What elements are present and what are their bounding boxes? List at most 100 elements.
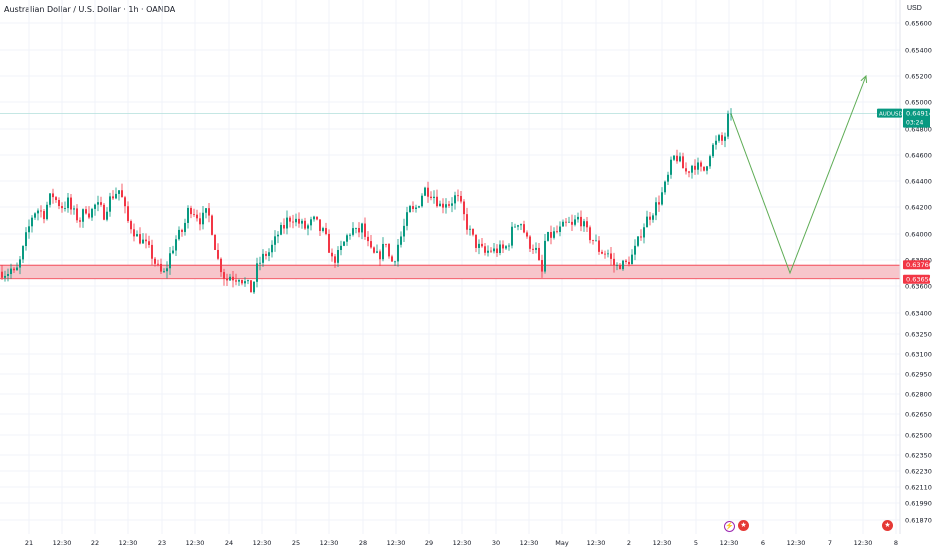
candle-body bbox=[55, 197, 57, 201]
candle-body bbox=[595, 240, 597, 242]
price-tick-label: 0.63400 bbox=[905, 310, 932, 318]
candle-body bbox=[364, 223, 366, 237]
time-tick-label: 8 bbox=[894, 539, 898, 547]
candle-body bbox=[319, 219, 321, 231]
candle-body bbox=[106, 211, 108, 220]
us-flag-event-icon-2[interactable]: ★ bbox=[882, 520, 893, 531]
candle-body bbox=[31, 217, 33, 227]
time-axis[interactable]: 21 12:30 22 12:30 23 12:30 24 12:30 25 12:30 28 12:… bbox=[25, 539, 898, 547]
candle-body bbox=[343, 241, 345, 246]
candle-body bbox=[439, 203, 441, 207]
candle-body bbox=[718, 135, 720, 141]
candle-body bbox=[154, 258, 156, 264]
candle-body bbox=[355, 227, 357, 229]
candle-body bbox=[505, 246, 507, 249]
candle-body bbox=[268, 252, 270, 256]
dividend-event-icon[interactable]: ⚡ bbox=[724, 521, 735, 532]
projection-arrow[interactable] bbox=[730, 74, 868, 275]
candle-body bbox=[379, 251, 381, 260]
candle-body bbox=[163, 271, 165, 273]
candle-body bbox=[487, 250, 489, 253]
us-flag-event-icon[interactable]: ★ bbox=[738, 520, 749, 531]
candle-body bbox=[73, 208, 75, 210]
candle-body bbox=[721, 135, 723, 141]
candle-body bbox=[259, 262, 261, 264]
candle-body bbox=[34, 213, 36, 218]
candle-body bbox=[430, 196, 432, 199]
time-tick-label: 12:30 bbox=[387, 539, 406, 547]
price-tick-label: 0.61870 bbox=[905, 517, 932, 525]
price-badges: AUDUSD 0.64914 03:24 0.63760 0.63656 bbox=[877, 108, 932, 284]
candle-body bbox=[358, 227, 360, 233]
zone-bottom-label: 0.63656 bbox=[906, 276, 932, 284]
time-tick-label: 12:30 bbox=[253, 539, 272, 547]
candle-body bbox=[613, 258, 615, 266]
candle-body bbox=[427, 187, 429, 197]
candle-body bbox=[406, 212, 408, 226]
candle-body bbox=[193, 214, 195, 215]
candle-body bbox=[475, 234, 477, 248]
candle-body bbox=[202, 212, 204, 225]
candle-body bbox=[139, 234, 141, 244]
candle-body bbox=[691, 165, 693, 173]
time-tick-label: 6 bbox=[761, 539, 765, 547]
candle-body bbox=[580, 216, 582, 227]
time-tick-label: 12:30 bbox=[520, 539, 539, 547]
candle-body bbox=[37, 210, 39, 214]
price-tick-label: 0.65000 bbox=[905, 99, 932, 107]
candle-body bbox=[526, 232, 528, 237]
time-tick-label: 12:30 bbox=[119, 539, 138, 547]
bar-countdown: 03:24 bbox=[906, 120, 923, 127]
candle-body bbox=[208, 208, 210, 216]
candle-body bbox=[676, 155, 678, 162]
candle-body bbox=[223, 272, 225, 279]
candle-body bbox=[568, 221, 570, 223]
candle-body bbox=[307, 225, 309, 229]
candle-body bbox=[649, 216, 651, 220]
candle-body bbox=[112, 196, 114, 199]
candle-body bbox=[610, 253, 612, 259]
candle-body bbox=[619, 265, 621, 270]
candle-body bbox=[709, 156, 711, 167]
candle-body bbox=[622, 260, 624, 270]
candle-body bbox=[301, 220, 303, 224]
candle-body bbox=[4, 275, 6, 278]
grid-lines bbox=[0, 0, 900, 534]
candle-body bbox=[40, 210, 42, 212]
price-tick-label: 0.65400 bbox=[905, 47, 932, 55]
candle-body bbox=[472, 228, 474, 235]
candle-body bbox=[178, 229, 180, 240]
candle-body bbox=[607, 253, 609, 255]
candle-body bbox=[67, 197, 69, 209]
candle-body bbox=[331, 252, 333, 257]
support-zone[interactable] bbox=[0, 264, 900, 280]
candle-body bbox=[391, 256, 393, 262]
candle-body bbox=[484, 246, 486, 253]
candle-body bbox=[565, 221, 567, 223]
candle-body bbox=[499, 244, 501, 253]
candle-body bbox=[424, 187, 426, 196]
candle-body bbox=[421, 195, 423, 207]
currency-label[interactable]: USD bbox=[907, 5, 922, 12]
candle-body bbox=[181, 229, 183, 232]
price-tick-label: 0.64000 bbox=[905, 231, 932, 239]
candle-body bbox=[703, 166, 705, 171]
candle-body bbox=[367, 236, 369, 242]
candle-body bbox=[298, 218, 300, 224]
candle-body bbox=[436, 196, 438, 207]
candle-body bbox=[64, 208, 66, 209]
candle-body bbox=[385, 243, 387, 245]
candle-body bbox=[409, 206, 411, 213]
candle-body bbox=[361, 223, 363, 233]
candle-body bbox=[724, 136, 726, 141]
candle-body bbox=[22, 246, 24, 260]
symbol-label: AUDUSD bbox=[879, 112, 903, 118]
candle-body bbox=[43, 211, 45, 220]
candle-body bbox=[448, 204, 450, 206]
candle-body bbox=[85, 209, 87, 214]
price-axis[interactable]: 0.65600 0.65400 0.65200 0.65000 0.64800 0.646… bbox=[905, 20, 932, 525]
candle-body bbox=[265, 253, 267, 256]
candle-body bbox=[652, 215, 654, 220]
candle-body bbox=[454, 195, 456, 204]
